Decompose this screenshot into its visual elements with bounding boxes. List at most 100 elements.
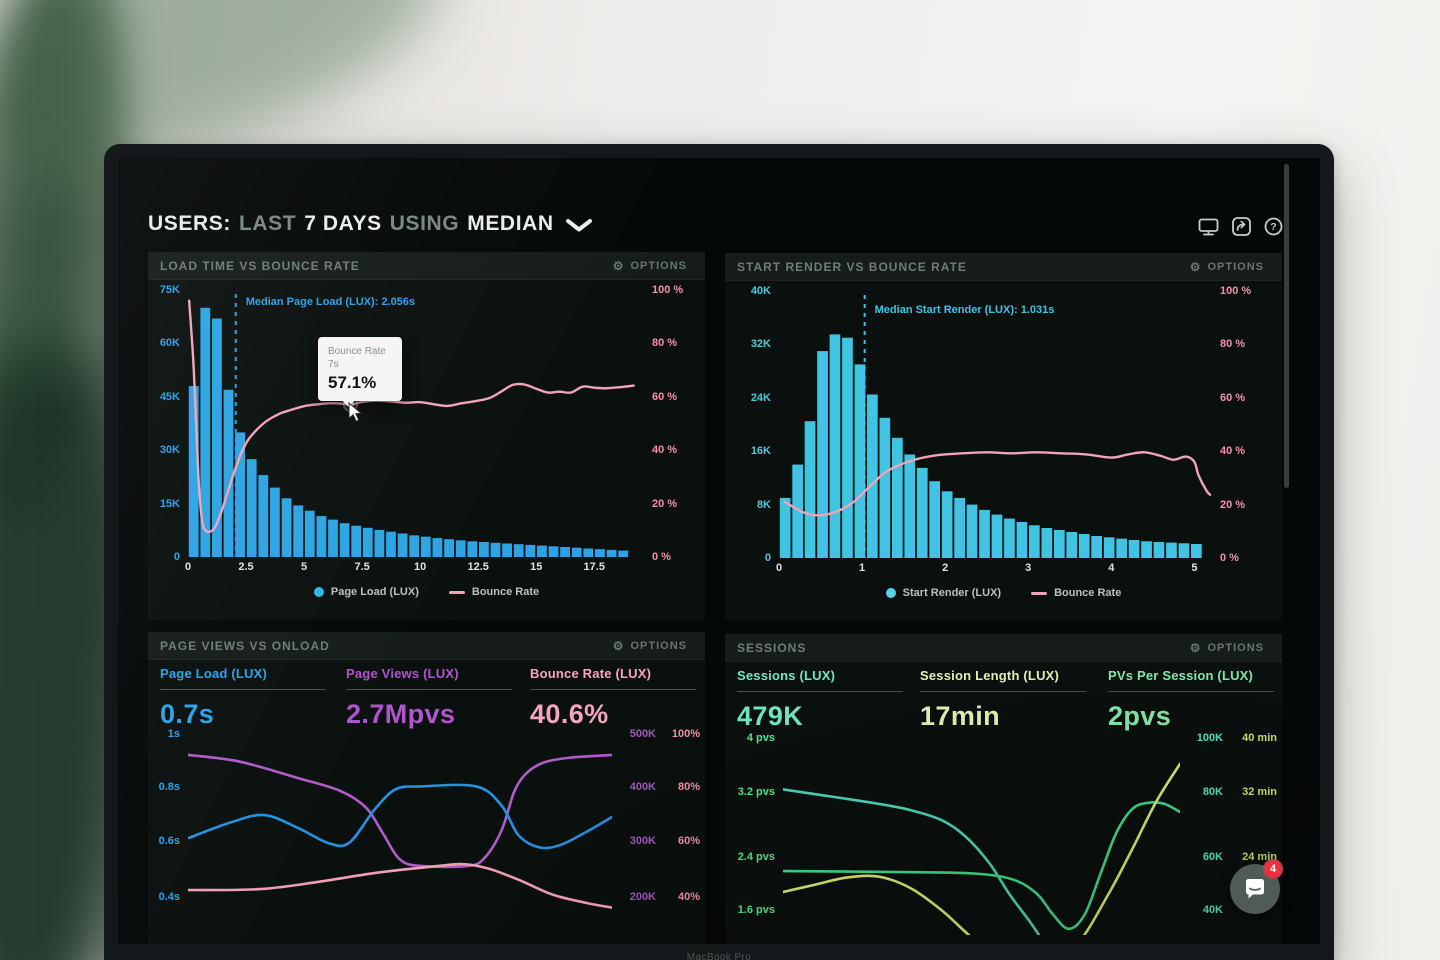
metric-value: 2pvs [1108, 701, 1172, 731]
chart-tooltip: Bounce Rate 7s 57.1% [318, 337, 402, 401]
axis-tick: 40K [750, 285, 771, 297]
header-users-label: USERS: [148, 212, 231, 235]
legend-item[interactable]: Start Render (LUX) [885, 587, 1001, 599]
axis-tick: 32 min [1242, 785, 1277, 798]
axis-tick: 0 [173, 551, 180, 563]
line-Sessions (LUX) [781, 788, 1048, 944]
bars [779, 334, 1202, 559]
metric-underline [346, 689, 512, 690]
axis-tick: 400K [629, 781, 656, 794]
load-time-chart-plot[interactable] [187, 290, 643, 557]
page-views-chart-plot[interactable] [186, 730, 614, 915]
options-button[interactable]: ⚙ OPTIONS [1184, 641, 1270, 655]
panel-title: PAGE VIEWS VS ONLOAD [160, 638, 330, 653]
axis-tick: 3.2 pvs [737, 785, 775, 798]
axis-tick: 0 [764, 552, 771, 564]
y-axis-left: 4 pvs 3.2 pvs 2.4 pvs 1.6 pvs [725, 730, 775, 935]
panel-header: PAGE VIEWS VS ONLOAD ⚙ OPTIONS [148, 632, 705, 660]
y-axis-right: 100 % 80 % 60 % 40 % 20 % 0 % [1220, 285, 1279, 564]
axis-tick: 0.8s [158, 781, 180, 794]
panel-header: SESSIONS ⚙ OPTIONS [725, 634, 1282, 662]
help-button[interactable]: ? [1264, 217, 1283, 239]
chat-unread-badge: 4 [1263, 859, 1283, 879]
axis-tick: 30K [159, 444, 180, 457]
metric-label: Page Load (LUX) [160, 666, 268, 681]
legend-item[interactable]: Page Load (LUX) [313, 586, 419, 598]
legend-label: Bounce Rate [471, 586, 540, 598]
bars [188, 307, 629, 557]
metric-label: Session Length (LUX) [920, 668, 1060, 683]
header-last-label: LAST [238, 212, 297, 235]
gear-icon: ⚙ [612, 258, 625, 273]
axis-tick: 80% [677, 781, 700, 794]
metric-value: 0.7s [160, 699, 215, 729]
axis-tick: 3 [1025, 562, 1032, 574]
metric-label: PVs Per Session (LUX) [1108, 668, 1254, 683]
options-button[interactable]: ⚙ OPTIONS [607, 259, 693, 273]
legend-swatch [448, 590, 465, 594]
metric-3: Bounce Rate (LUX) 40.6% [530, 666, 696, 730]
legend-label: Page Load (LUX) [330, 586, 419, 598]
axis-tick: 80 % [1220, 338, 1246, 351]
panel-page-views-vs-onload: PAGE VIEWS VS ONLOAD ⚙ OPTIONS Page Load … [148, 632, 705, 944]
options-label: OPTIONS [1207, 641, 1264, 654]
legend-item[interactable]: Bounce Rate [1031, 587, 1121, 599]
axis-tick: 100 % [652, 284, 684, 296]
x-axis: 0 1 2 3 4 5 [725, 562, 1282, 578]
axis-tick: 32K [750, 338, 771, 351]
panel-sessions: SESSIONS ⚙ OPTIONS Sessions (LUX) 479K Sess… [725, 634, 1282, 944]
axis-tick: 2 [942, 562, 949, 574]
axis-tick: 17.5 [583, 561, 605, 573]
monitor-button[interactable] [1198, 218, 1219, 239]
axis-tick: 500K [629, 727, 656, 740]
axis-tick: 2.4 pvs [737, 851, 775, 864]
options-button[interactable]: ⚙ OPTIONS [1184, 260, 1270, 274]
panel-title: SESSIONS [737, 640, 807, 655]
line-Session Length (LUX) [781, 762, 1182, 944]
start-render-chart-plot[interactable] [779, 291, 1213, 559]
share-icon [1232, 217, 1251, 236]
axis-tick: 1s [167, 727, 180, 740]
options-label: OPTIONS [1207, 260, 1264, 273]
chat-widget-button[interactable]: 4 [1230, 859, 1283, 914]
axis-tick: 60% [677, 835, 700, 847]
metric-value: 40.6% [530, 699, 609, 729]
options-label: OPTIONS [630, 639, 687, 652]
axis-tick: 80 % [652, 337, 678, 350]
axis-tick: 15K [159, 497, 180, 510]
options-button[interactable]: ⚙ OPTIONS [607, 639, 693, 653]
panel-load-time-vs-bounce-rate: LOAD TIME VS BOUNCE RATE ⚙ OPTIONS Bounce… [148, 252, 705, 620]
share-button[interactable] [1232, 217, 1251, 239]
gear-icon: ⚙ [612, 638, 625, 653]
x-axis: 0 2.5 5 7.5 10 12.5 15 17.5 [148, 561, 705, 577]
axis-tick: 1 [859, 562, 866, 574]
mouse-cursor-icon [348, 402, 363, 423]
y-axis-right-1: 100K 80K 60K 40K [1183, 730, 1223, 935]
metric-underline [737, 691, 903, 692]
axis-tick: 75K [159, 284, 180, 296]
y-axis-right-1: 500K 400K 300K 200K [620, 727, 656, 915]
y-axis-left: 1s 0.8s 0.6s 0.4s [148, 727, 180, 915]
axis-tick: 60 % [1220, 391, 1246, 404]
scrollbar[interactable] [1284, 164, 1289, 488]
legend-item[interactable]: Bounce Rate [448, 586, 540, 598]
axis-tick: 2.5 [238, 561, 254, 573]
axis-tick: 8K [756, 498, 771, 511]
metric-selector[interactable]: USERS: LAST 7 DAYS USING MEDIAN [148, 212, 592, 236]
median-annotation: Median Page Load (LUX): 2.056s [245, 296, 416, 308]
metric-2: Session Length (LUX) 17min [920, 668, 1086, 732]
y-axis-right: 100 % 80 % 60 % 40 % 20 % 0 % [652, 284, 702, 563]
chat-icon [1246, 879, 1264, 899]
monitor-icon [1198, 218, 1219, 235]
sessions-chart-plot[interactable] [781, 730, 1182, 944]
panel-header: LOAD TIME VS BOUNCE RATE ⚙ OPTIONS [148, 252, 705, 280]
gear-icon: ⚙ [1189, 640, 1202, 655]
axis-tick: 40% [677, 890, 700, 903]
metric-label: Page Views (LUX) [346, 666, 459, 681]
legend-swatch [313, 587, 324, 597]
metric-2: Page Views (LUX) 2.7Mpvs [346, 666, 512, 730]
metric-1: Sessions (LUX) 479K [737, 668, 903, 732]
axis-tick: 0 % [1220, 552, 1239, 564]
y-axis-left: 40K 32K 24K 16K 8K 0 [725, 285, 771, 564]
laptop: USERS: LAST 7 DAYS USING MEDIAN ? [104, 144, 1334, 960]
